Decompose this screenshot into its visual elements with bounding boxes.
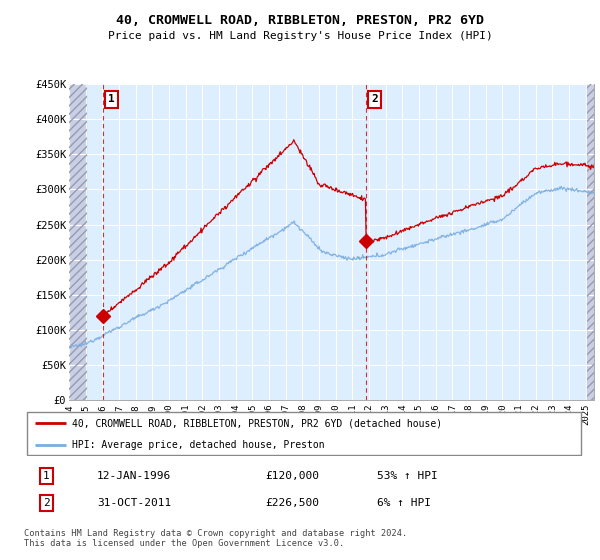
Text: £226,500: £226,500 <box>265 498 319 508</box>
Text: 40, CROMWELL ROAD, RIBBLETON, PRESTON, PR2 6YD: 40, CROMWELL ROAD, RIBBLETON, PRESTON, P… <box>116 14 484 27</box>
Text: Contains HM Land Registry data © Crown copyright and database right 2024.
This d: Contains HM Land Registry data © Crown c… <box>24 529 407 548</box>
Text: 40, CROMWELL ROAD, RIBBLETON, PRESTON, PR2 6YD (detached house): 40, CROMWELL ROAD, RIBBLETON, PRESTON, P… <box>71 418 442 428</box>
Text: 53% ↑ HPI: 53% ↑ HPI <box>377 471 438 480</box>
Text: £120,000: £120,000 <box>265 471 319 480</box>
Text: 2: 2 <box>371 95 378 105</box>
Text: 1: 1 <box>43 471 50 480</box>
Text: Price paid vs. HM Land Registry's House Price Index (HPI): Price paid vs. HM Land Registry's House … <box>107 31 493 41</box>
Text: 6% ↑ HPI: 6% ↑ HPI <box>377 498 431 508</box>
Text: 2: 2 <box>43 498 50 508</box>
Text: HPI: Average price, detached house, Preston: HPI: Average price, detached house, Pres… <box>71 440 325 450</box>
Text: 12-JAN-1996: 12-JAN-1996 <box>97 471 171 480</box>
Text: 31-OCT-2011: 31-OCT-2011 <box>97 498 171 508</box>
FancyBboxPatch shape <box>27 412 581 455</box>
Text: 1: 1 <box>108 95 115 105</box>
